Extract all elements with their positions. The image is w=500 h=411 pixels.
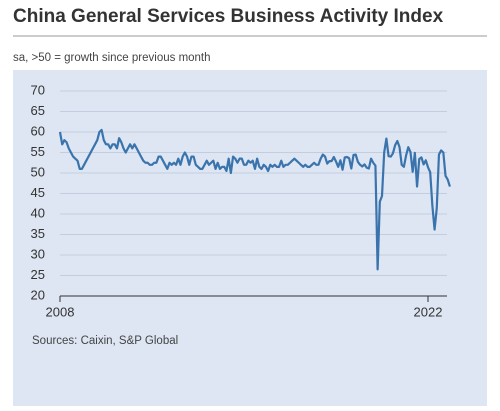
y-tick-label: 50 — [31, 164, 45, 179]
source-note: Sources: Caixin, S&P Global — [32, 335, 178, 347]
y-tick-label: 45 — [31, 185, 45, 200]
y-tick-label: 35 — [31, 226, 45, 241]
y-tick-label: 25 — [31, 267, 45, 282]
y-tick-label: 30 — [31, 246, 45, 261]
series-line — [58, 128, 451, 271]
x-tick-label: 2008 — [46, 304, 75, 319]
y-tick-label: 70 — [31, 82, 45, 97]
x-tick-label: 2022 — [414, 304, 443, 319]
chart-title: China General Services Business Activity… — [13, 6, 444, 27]
y-tick-label: 65 — [31, 103, 45, 118]
y-tick-label: 20 — [31, 287, 45, 302]
y-tick-label: 60 — [31, 123, 45, 138]
y-tick-label: 55 — [31, 144, 45, 159]
plot-panel — [13, 70, 487, 406]
chart-subtitle: sa, >50 = growth since previous month — [13, 52, 211, 64]
y-tick-label: 40 — [31, 205, 45, 220]
